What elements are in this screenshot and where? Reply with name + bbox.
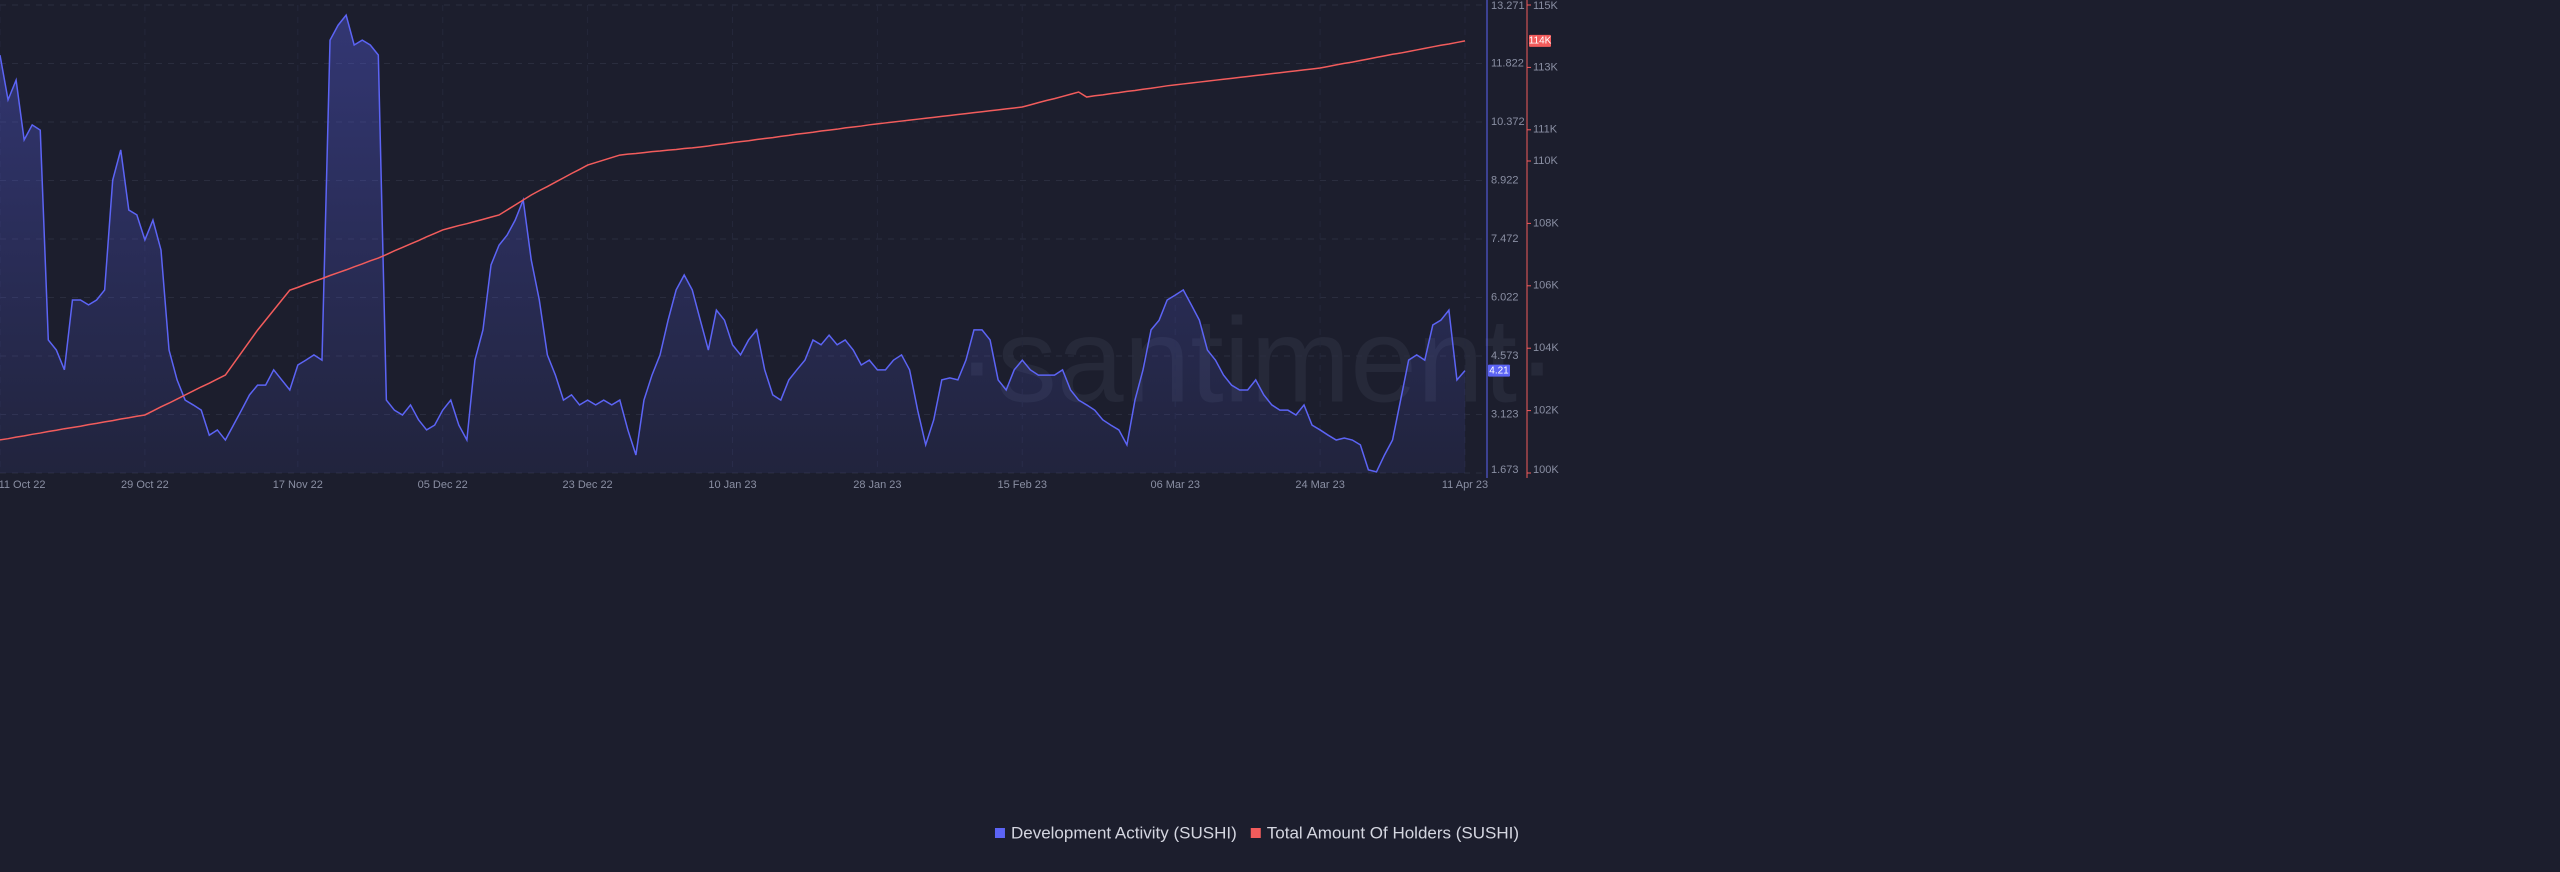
legend-label: Development Activity (SUSHI) [1011, 823, 1237, 842]
value-badge [1488, 364, 1510, 377]
x-tick-label: 15 Feb 23 [998, 479, 1048, 491]
x-tick-label: 11 Apr 23 [1442, 479, 1488, 491]
value-badge-label: 4.21 [1489, 365, 1509, 376]
y-tick-label: 1.673 [1491, 464, 1519, 476]
y-tick-label: 11.822 [1491, 57, 1524, 69]
area [0, 15, 1465, 473]
y2-tick-label: 113K [1533, 61, 1559, 73]
line [0, 13, 1466, 473]
x-tick-label: 17 Nov 22 [273, 479, 323, 491]
x-tick-label: 10 Jan 23 [708, 479, 756, 491]
y-tick-label: 13.271 [1491, 0, 1525, 12]
y2-tick-label: 102K [1533, 405, 1559, 417]
x-tick-label: 11 Oct 22 [0, 479, 45, 491]
y-tick-label: 10.372 [1491, 116, 1525, 128]
value-badge [1529, 34, 1551, 47]
x-tick-label: 29 Oct 22 [121, 479, 169, 491]
x-tick-label: 05 Dec 22 [418, 479, 468, 491]
y2-tick-label: 108K [1533, 217, 1559, 229]
legend: Development Activity (SUSHI) Total Amount… [994, 823, 1519, 842]
y2-tick-label: 110K [1533, 155, 1559, 167]
legend-swatch [994, 828, 1005, 838]
y2-tick-label: 106K [1533, 280, 1559, 292]
x-tick-label: 24 Mar 23 [1295, 479, 1345, 491]
legend-label: Total Amount Of Holders (SUSHI) [1267, 823, 1519, 842]
line [0, 40, 1466, 441]
y2-tick-label: 111K [1533, 124, 1558, 136]
y-tick-label: 7.472 [1491, 233, 1519, 245]
x-tick-label: 06 Mar 23 [1150, 479, 1200, 491]
legend-swatch [1250, 828, 1261, 838]
y2-tick-label: 104K [1533, 342, 1559, 354]
x-tick-label: 23 Dec 22 [563, 479, 613, 491]
y-tick-label: 8.922 [1491, 174, 1519, 186]
y2-tick-label: 100K [1533, 464, 1559, 476]
x-tick-label: 28 Jan 23 [853, 479, 901, 491]
y-tick-label: 4.573 [1491, 350, 1519, 362]
y-tick-label: 6.022 [1491, 291, 1519, 303]
y2-tick-label: 115K [1533, 0, 1559, 12]
y-tick-label: 3.123 [1491, 408, 1519, 420]
value-badge-label: 114K [1529, 36, 1552, 47]
